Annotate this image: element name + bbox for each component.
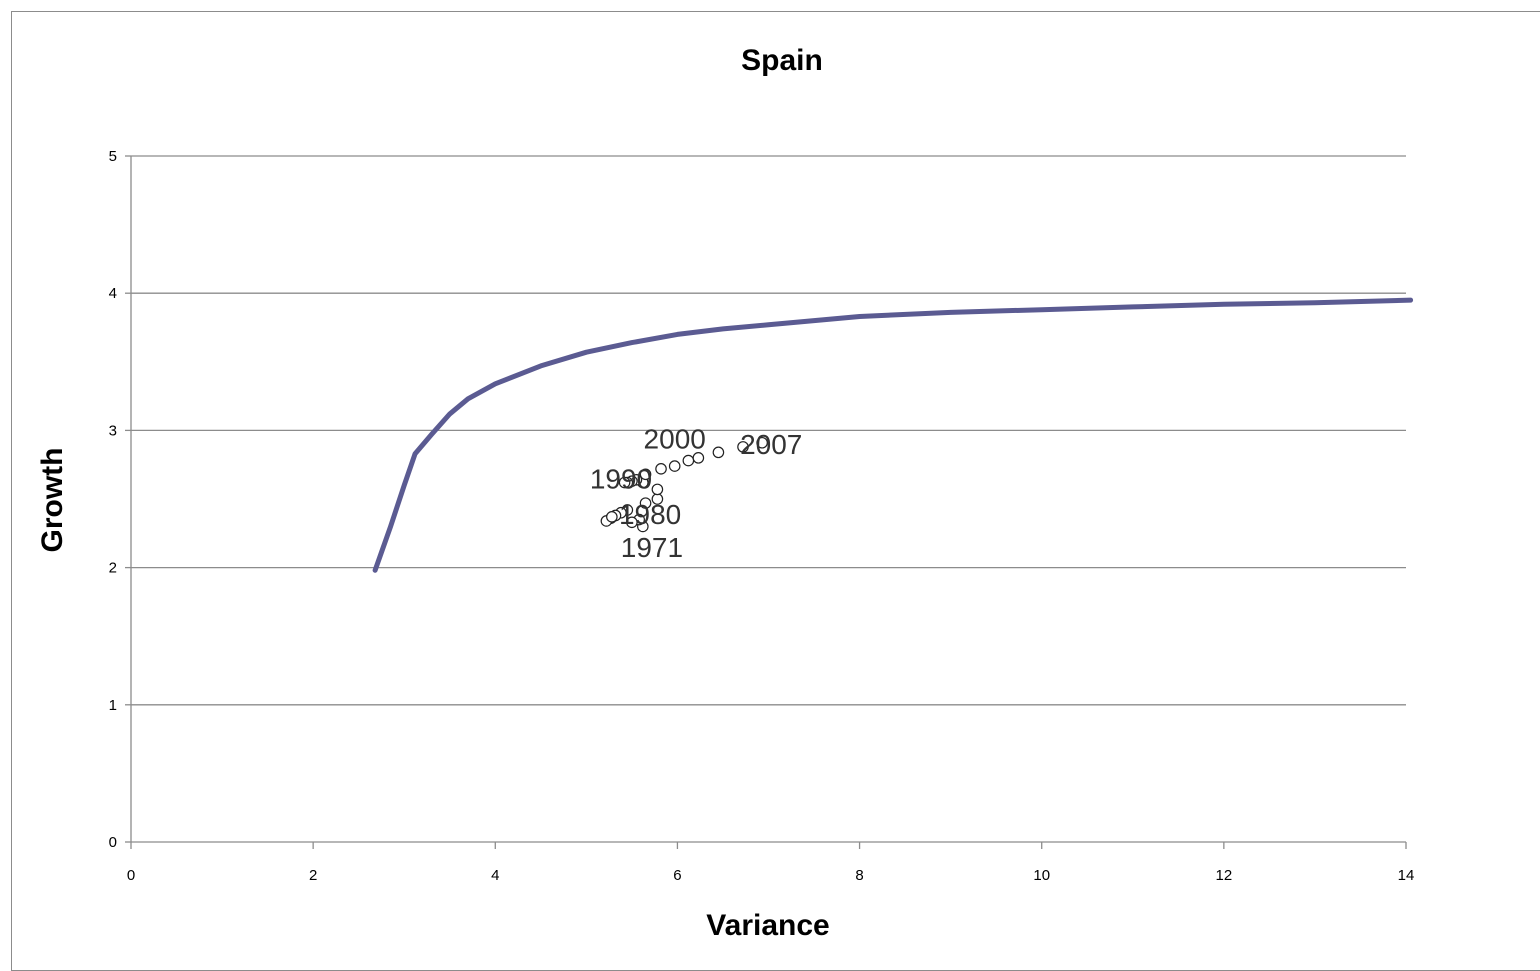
y-tick-label-1: 1 [109,697,117,714]
x-tick-label-0: 0 [127,867,135,884]
data-point-16 [618,476,631,489]
x-tick-label-6: 12 [1216,867,1233,884]
data-point-19 [668,460,681,472]
series-line-0 [372,297,1414,573]
data-point-8 [606,511,618,523]
data-point-21 [692,452,705,464]
data-point-11 [651,483,664,496]
x-axis-title: Variance [706,909,829,942]
annotation-label-4: 1971 [621,532,683,563]
axis-layer [130,156,1406,843]
annotation-label-0: 2000 [644,424,706,455]
y-tick-label-3: 3 [109,422,117,439]
data-point-9 [639,497,652,509]
chart-frame [11,11,1540,971]
x-tick-label-2: 4 [491,867,499,884]
x-tick-label-3: 6 [673,867,681,884]
series-layer [372,297,1414,573]
data-point-24 [756,436,768,449]
chart-title: Spain [741,44,823,77]
y-tick-label-5: 5 [109,148,117,165]
x-tick-label-7: 14 [1398,867,1415,884]
data-point-20 [682,454,695,467]
data-point-22 [712,446,725,459]
grid-layer [131,155,1406,706]
y-tick-label-0: 0 [109,834,117,851]
data-point-18 [655,463,667,475]
annotation-label-3: 1980 [619,499,681,530]
y-axis-title: Growth [36,448,69,553]
data-point-23 [737,441,749,453]
y-tick-label-2: 2 [109,560,117,577]
data-point-2 [626,516,638,529]
x-tick-label-1: 2 [309,867,317,884]
data-point-17 [639,468,652,481]
y-tick-label-4: 4 [109,285,117,302]
x-tick-label-4: 8 [855,867,863,884]
x-tick-label-5: 10 [1033,867,1050,884]
annotation-label-2: 1990 [590,463,652,494]
annotation-label-1: 2007 [740,429,802,460]
